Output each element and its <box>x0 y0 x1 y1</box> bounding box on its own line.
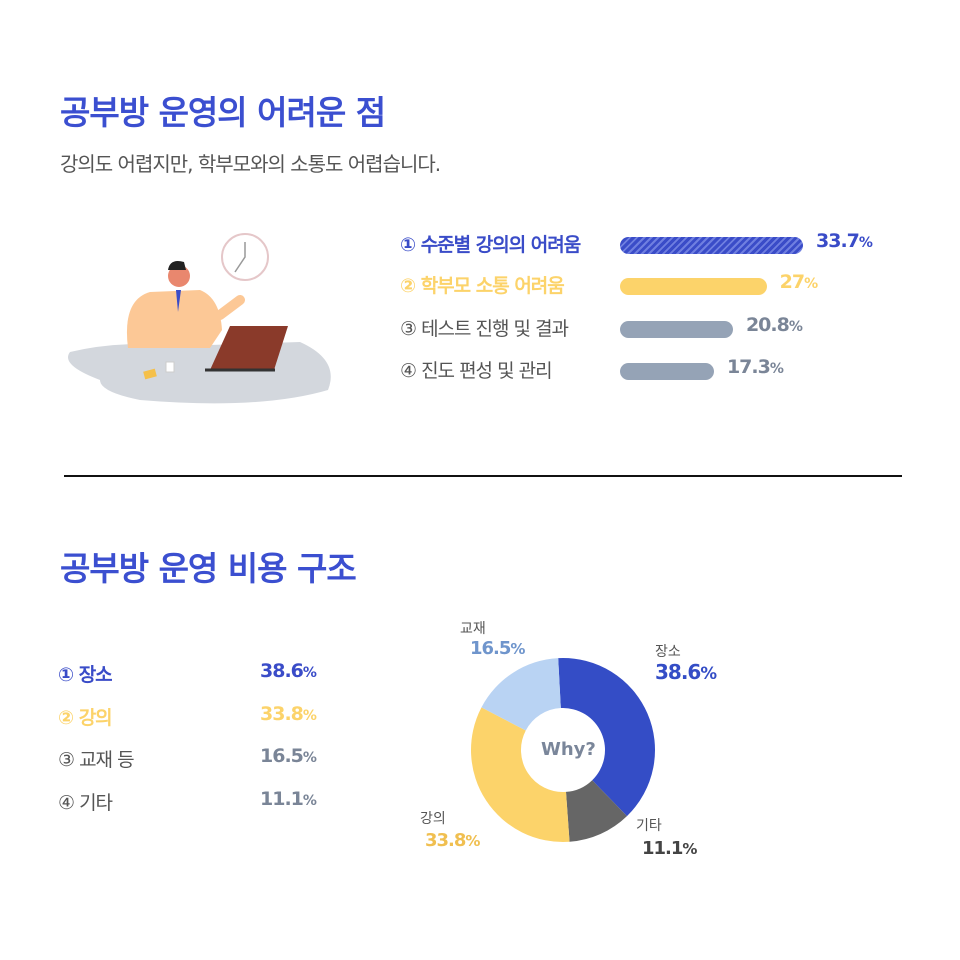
legend-value: 16.5% <box>260 745 317 767</box>
difficulty-bar-row: ③ 테스트 진행 및 결과 20.8% <box>400 314 900 344</box>
donut-slice-기타 <box>565 780 627 842</box>
teacher-illustration <box>68 233 331 404</box>
legend-value: 38.6% <box>260 660 317 682</box>
difficulty-bar-row: ② 학부모 소통 어려움 27% <box>400 271 900 301</box>
difficulty-bar-row: ① 수준별 강의의 어려움 33.7% <box>400 230 900 260</box>
bar-value: 17.3% <box>726 356 784 378</box>
bar-value: 20.8% <box>745 314 803 336</box>
donut-label-name: 장소 <box>655 644 681 660</box>
section1-subtitle: 강의도 어렵지만, 학부모와의 소통도 어렵습니다. <box>60 152 441 176</box>
donut-label-name: 교재 <box>460 621 486 637</box>
donut-label-name: 강의 <box>420 811 446 827</box>
bar-fill <box>620 278 767 295</box>
donut-label-value: 38.6% <box>655 660 717 684</box>
cost-legend-row: ② 강의 33.8% <box>58 703 338 731</box>
cost-legend-row: ③ 교재 등 16.5% <box>58 745 338 773</box>
section1-title: 공부방 운영의 어려운 점 <box>60 93 386 132</box>
donut-label-name: 기타 <box>636 818 662 834</box>
section-divider <box>64 475 902 477</box>
donut-center-label: Why? <box>541 739 596 760</box>
cost-legend-row: ① 장소 38.6% <box>58 660 338 688</box>
bar-fill <box>620 363 714 380</box>
bar-label: ③ 테스트 진행 및 결과 <box>400 318 569 340</box>
difficulty-bar-row: ④ 진도 편성 및 관리 17.3% <box>400 356 900 386</box>
donut-label-value: 16.5% <box>470 638 525 659</box>
bar-fill <box>620 237 803 254</box>
donut-slice-교재 <box>481 658 561 731</box>
bar-label: ④ 진도 편성 및 관리 <box>400 360 553 382</box>
cost-donut-chart <box>471 658 655 842</box>
bar-label: ① 수준별 강의의 어려움 <box>400 234 581 256</box>
donut-label-value: 33.8% <box>425 830 480 851</box>
donut-slice-장소 <box>558 658 655 817</box>
legend-label: ③ 교재 등 <box>58 749 135 771</box>
bar-value: 27% <box>779 271 818 293</box>
bar-fill <box>620 321 733 338</box>
legend-label: ④ 기타 <box>58 792 113 814</box>
legend-value: 33.8% <box>260 703 317 725</box>
donut-label-value: 11.1% <box>642 838 697 859</box>
donut-slice-강의 <box>471 707 570 842</box>
section2-title: 공부방 운영 비용 구조 <box>60 549 357 588</box>
bar-label: ② 학부모 소통 어려움 <box>400 275 565 297</box>
legend-label: ② 강의 <box>58 707 113 729</box>
legend-label: ① 장소 <box>58 664 113 686</box>
legend-value: 11.1% <box>260 788 317 810</box>
bar-value: 33.7% <box>816 230 873 252</box>
cost-legend-row: ④ 기타 11.1% <box>58 788 338 816</box>
